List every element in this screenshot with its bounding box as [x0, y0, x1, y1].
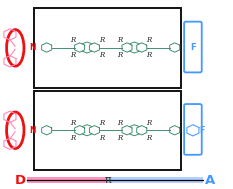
Text: R: R	[118, 36, 123, 44]
Text: R: R	[70, 36, 75, 44]
Text: R: R	[118, 51, 123, 59]
Text: R: R	[99, 119, 104, 127]
Text: N: N	[29, 126, 36, 135]
Text: R: R	[70, 133, 75, 142]
Text: π: π	[105, 175, 112, 185]
Text: A: A	[205, 174, 216, 187]
Text: R: R	[118, 133, 123, 142]
Bar	[108, 177, 203, 183]
Text: R: R	[146, 119, 151, 127]
Text: R: R	[146, 51, 151, 59]
Bar	[34, 8, 181, 88]
FancyBboxPatch shape	[184, 104, 202, 155]
FancyBboxPatch shape	[184, 22, 202, 72]
Text: D: D	[15, 174, 26, 187]
Text: F: F	[199, 126, 204, 135]
Bar	[27, 177, 108, 183]
Text: R: R	[99, 133, 104, 142]
Text: R: R	[70, 51, 75, 59]
Text: R: R	[146, 133, 151, 142]
Text: R: R	[70, 119, 75, 127]
Text: F: F	[190, 43, 196, 52]
Bar	[34, 91, 181, 170]
Text: R: R	[99, 36, 104, 44]
Text: N: N	[29, 43, 36, 52]
Text: R: R	[146, 36, 151, 44]
Text: R: R	[118, 119, 123, 127]
Text: R: R	[99, 51, 104, 59]
